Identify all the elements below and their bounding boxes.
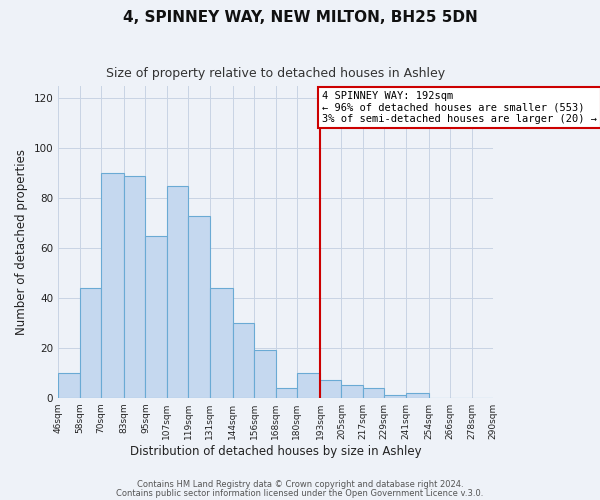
Bar — [406, 392, 429, 398]
Text: Contains public sector information licensed under the Open Government Licence v.: Contains public sector information licen… — [116, 489, 484, 498]
Bar — [297, 373, 320, 398]
Bar — [363, 388, 384, 398]
Text: Contains HM Land Registry data © Crown copyright and database right 2024.: Contains HM Land Registry data © Crown c… — [137, 480, 463, 489]
Bar — [209, 288, 233, 398]
Bar — [80, 288, 101, 398]
Bar — [58, 373, 80, 398]
Bar — [341, 385, 363, 398]
Bar — [101, 173, 124, 398]
Bar — [167, 186, 188, 398]
Y-axis label: Number of detached properties: Number of detached properties — [15, 149, 28, 335]
Bar — [384, 395, 406, 398]
X-axis label: Distribution of detached houses by size in Ashley: Distribution of detached houses by size … — [130, 444, 421, 458]
Bar — [233, 323, 254, 398]
Title: Size of property relative to detached houses in Ashley: Size of property relative to detached ho… — [106, 68, 445, 80]
Bar — [275, 388, 297, 398]
Text: 4 SPINNEY WAY: 192sqm
← 96% of detached houses are smaller (553)
3% of semi-deta: 4 SPINNEY WAY: 192sqm ← 96% of detached … — [322, 91, 597, 124]
Bar — [188, 216, 209, 398]
Bar — [254, 350, 275, 398]
Bar — [145, 236, 167, 398]
Bar — [320, 380, 341, 398]
Bar — [124, 176, 145, 398]
Text: 4, SPINNEY WAY, NEW MILTON, BH25 5DN: 4, SPINNEY WAY, NEW MILTON, BH25 5DN — [122, 10, 478, 25]
